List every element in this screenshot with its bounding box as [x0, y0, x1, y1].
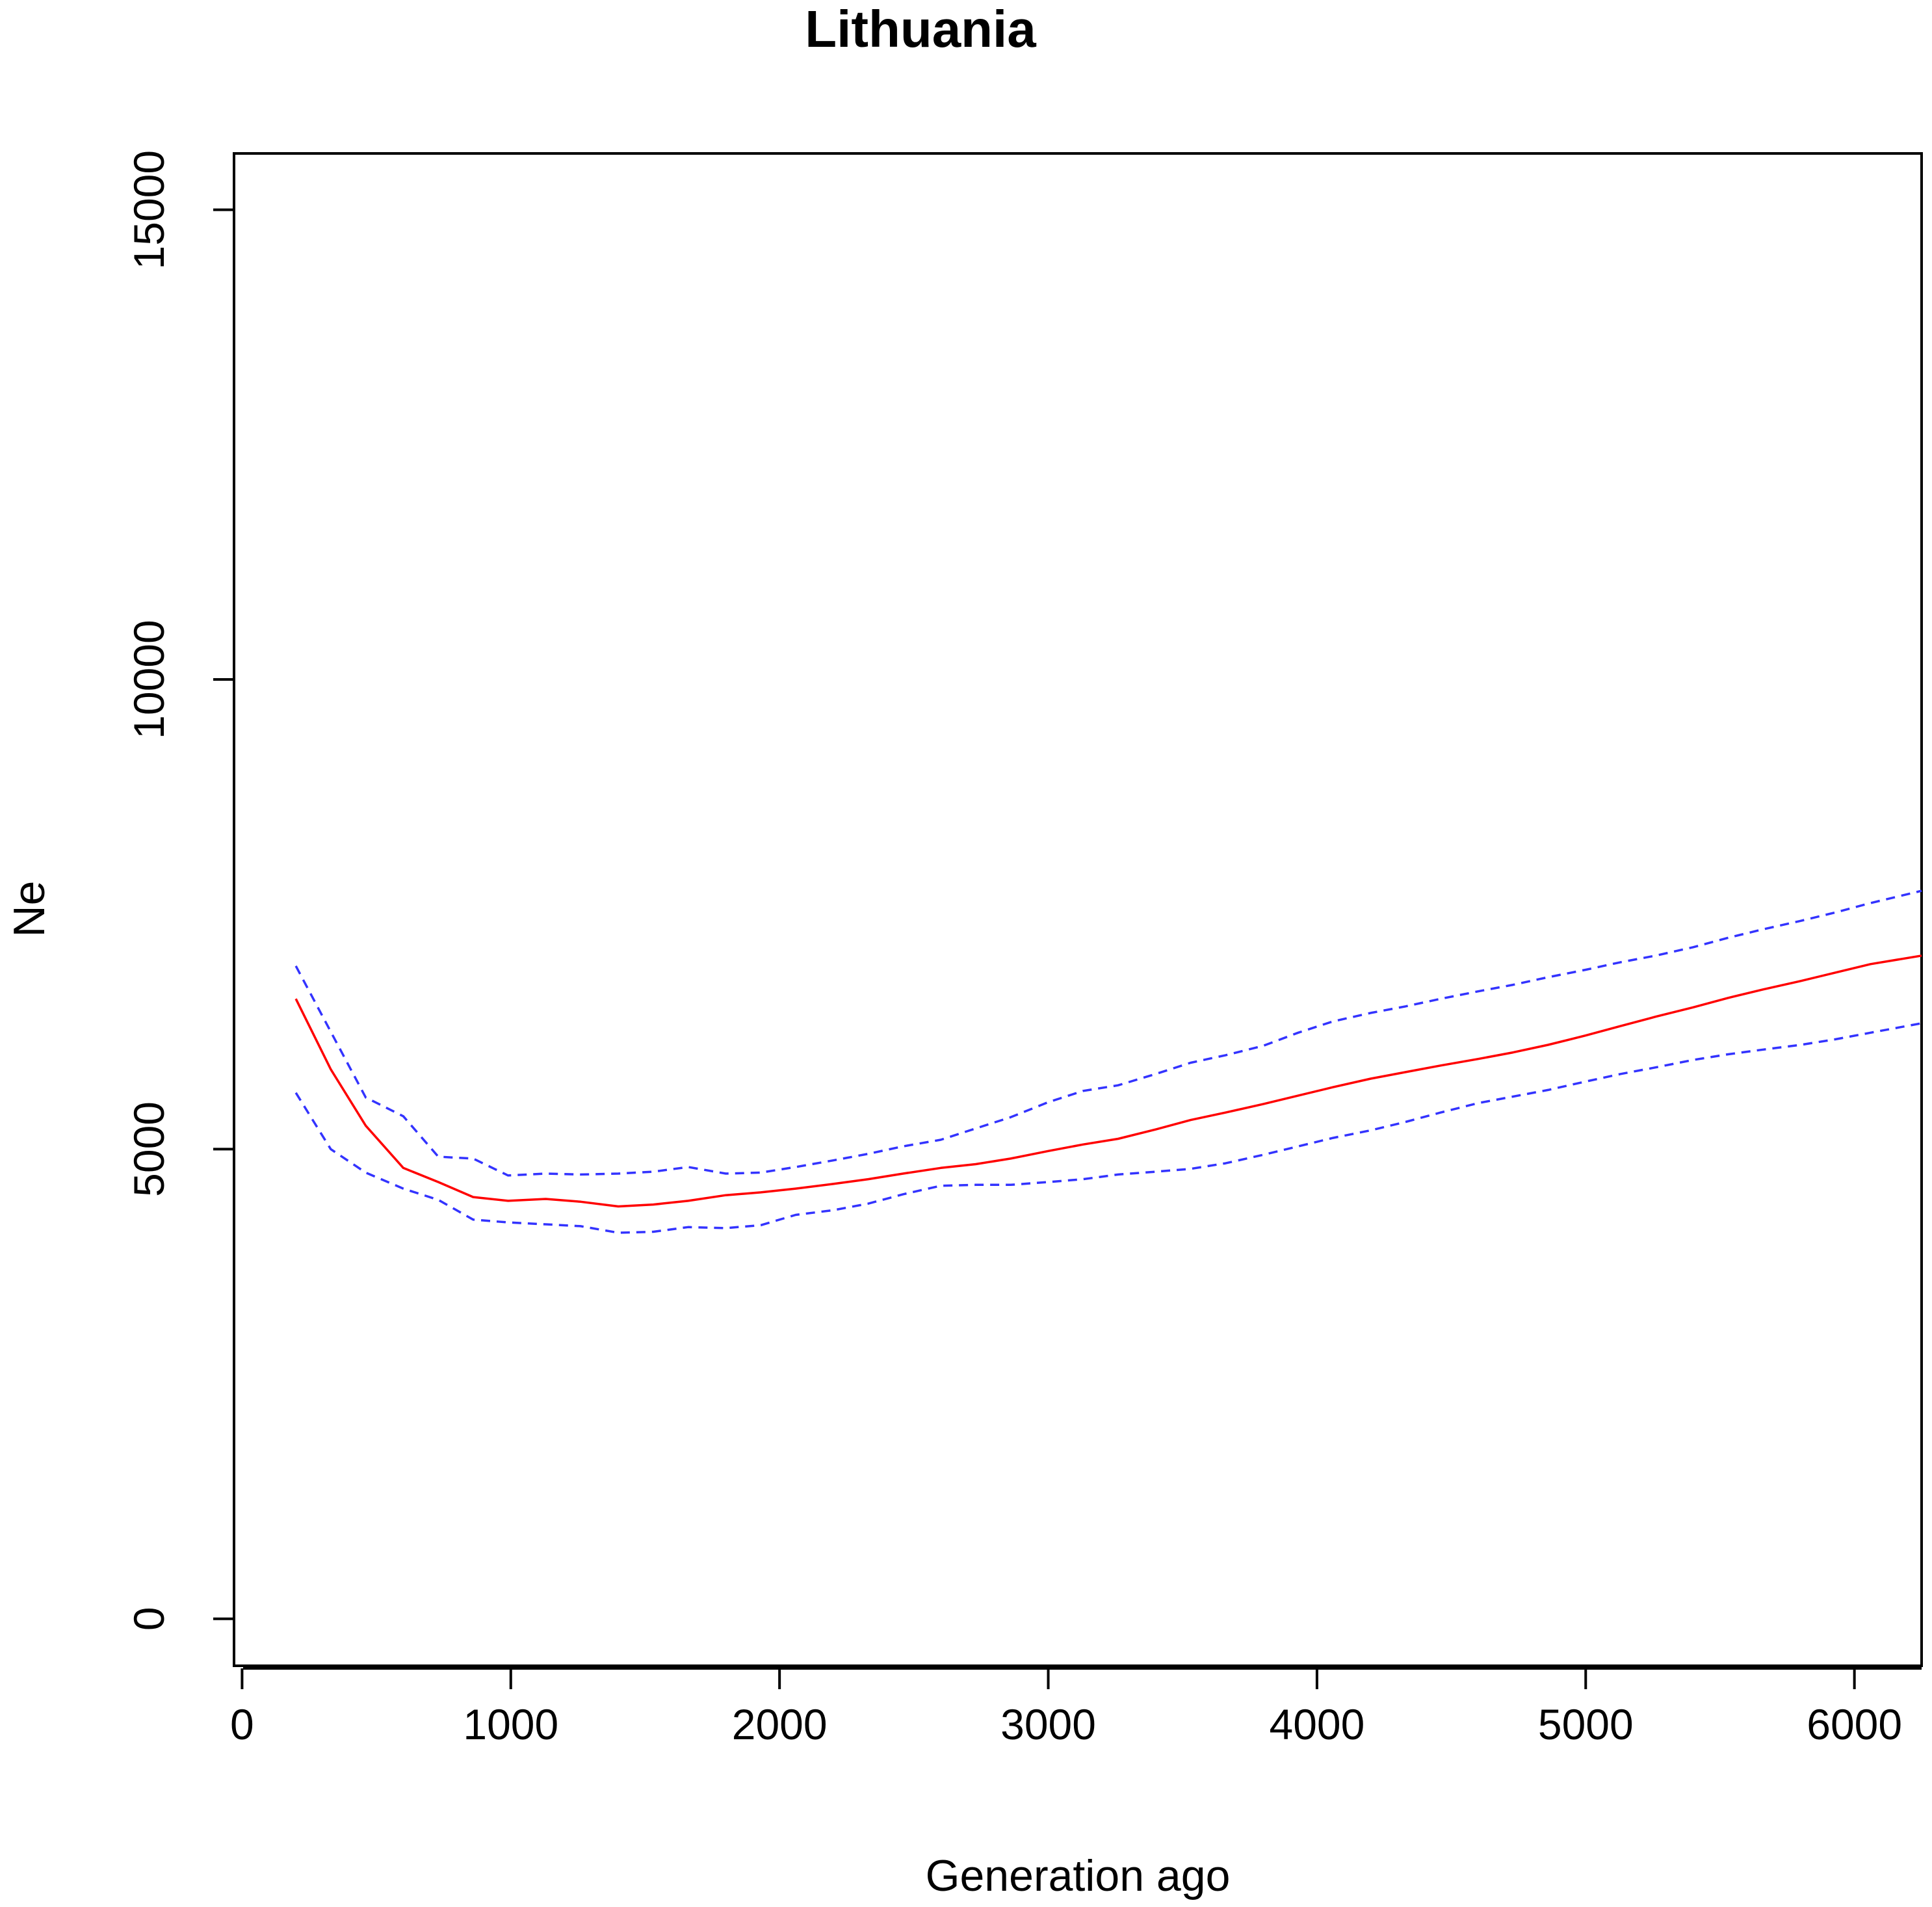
series-layer	[294, 889, 1922, 1234]
y-axis: 0 5000 10000 15000	[125, 150, 235, 1631]
x-tick-label: 5000	[1538, 1700, 1634, 1748]
x-tick-label: 1000	[463, 1700, 558, 1748]
plot-area-frame	[233, 152, 1923, 1667]
x-tick-label: 3000	[1000, 1700, 1096, 1748]
y-tick-label: 0	[125, 1607, 173, 1631]
x-tick-label: 4000	[1269, 1700, 1364, 1748]
x-axis: 0 1000 2000 3000 4000 5000 6000	[230, 1667, 1922, 1748]
x-axis-label: Generation ago	[926, 1851, 1231, 1900]
series-line-estimate	[294, 954, 1922, 1208]
y-tick-label: 15000	[125, 150, 173, 270]
x-tick-label: 6000	[1807, 1700, 1902, 1748]
series-line-lower	[294, 1022, 1922, 1234]
y-tick-label: 10000	[125, 620, 173, 739]
y-tick-label: 5000	[125, 1101, 173, 1197]
x-tick-label: 0	[230, 1700, 254, 1748]
x-tick-label: 2000	[732, 1700, 828, 1748]
y-axis-label: Ne	[5, 881, 54, 938]
chart-title: Lithuania	[805, 0, 1036, 58]
series-line-upper	[294, 889, 1922, 1177]
